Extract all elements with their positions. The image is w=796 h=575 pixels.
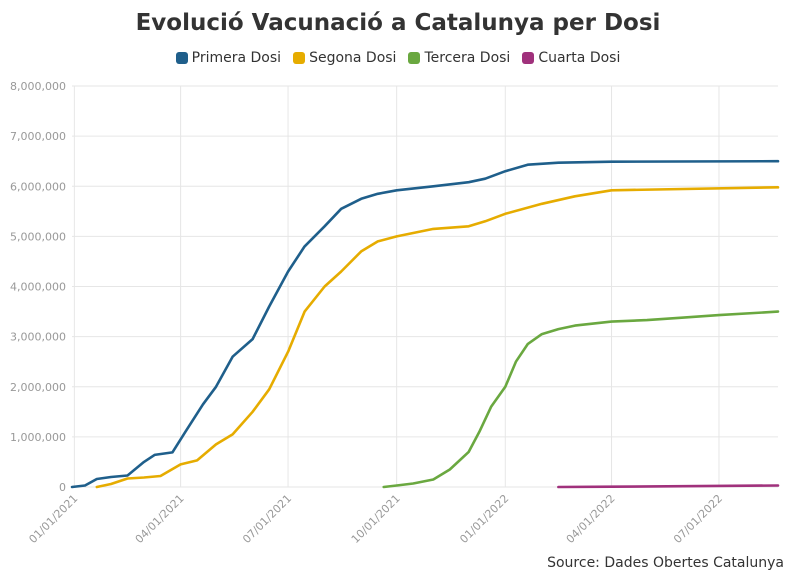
legend-label: Cuarta Dosi (538, 50, 621, 66)
y-tick-label: 3,000,000 (10, 331, 66, 344)
legend-item[interactable]: Cuarta Dosi (522, 50, 620, 66)
series-line-primera-dosi (70, 159, 780, 489)
chart-source: Source: Dades Obertes Catalunya (547, 555, 784, 571)
x-tick-label: 04/01/2022 (564, 492, 618, 546)
y-tick-label: 2,000,000 (10, 381, 66, 394)
legend-label: Primera Dosi (191, 50, 282, 66)
y-tick-label: 5,000,000 (10, 230, 66, 243)
legend-swatch (293, 52, 306, 64)
y-tick-label: 7,000,000 (10, 130, 66, 143)
series-line-tercera-dosi (382, 310, 780, 489)
y-tick-label: 8,000,000 (10, 80, 66, 93)
x-tick-label: 04/01/2021 (133, 492, 187, 546)
series-line-cuarta-dosi (557, 484, 780, 489)
legend-swatch (408, 52, 421, 64)
legend-item[interactable]: Segona Dosi (293, 50, 396, 66)
chart-title: Evolució Vacunació a Catalunya per Dosi (135, 10, 661, 36)
x-tick-label: 07/01/2022 (671, 492, 725, 546)
legend-label: Tercera Dosi (424, 50, 511, 66)
series-line-segona-dosi (95, 186, 780, 489)
y-tick-label: 6,000,000 (10, 180, 66, 193)
legend-item[interactable]: Tercera Dosi (408, 50, 510, 66)
legend-swatch (175, 52, 188, 64)
chart-legend: Primera Dosi Segona Dosi Tercera Dosi Cuart… (0, 50, 796, 66)
x-tick-label: 01/01/2022 (457, 492, 511, 546)
y-tick-label: 4,000,000 (10, 281, 66, 294)
x-tick-label: 07/01/2021 (240, 492, 294, 546)
y-tick-label: 1,000,000 (10, 431, 66, 444)
x-tick-label: 10/01/2021 (349, 492, 403, 546)
x-tick-label: 01/01/2021 (26, 492, 80, 546)
legend-label: Segona Dosi (309, 50, 397, 66)
legend-swatch (522, 52, 535, 64)
legend-item[interactable]: Primera Dosi (175, 50, 282, 66)
y-tick-label: 0 (59, 481, 66, 494)
